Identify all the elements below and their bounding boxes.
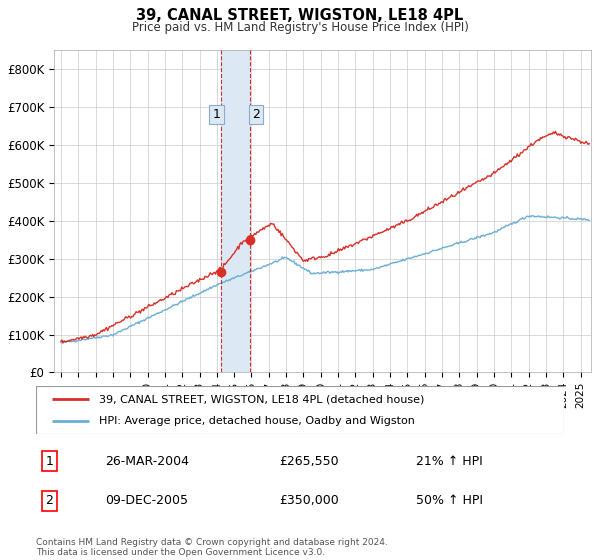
Text: 2: 2 [251,108,260,122]
Text: 39, CANAL STREET, WIGSTON, LE18 4PL: 39, CANAL STREET, WIGSTON, LE18 4PL [136,8,464,24]
Text: HPI: Average price, detached house, Oadby and Wigston: HPI: Average price, detached house, Oadb… [100,416,415,426]
Text: £265,550: £265,550 [279,455,338,468]
Text: £350,000: £350,000 [279,494,338,507]
Bar [221,50,250,372]
Text: 26-MAR-2004: 26-MAR-2004 [104,455,188,468]
Text: 1: 1 [45,455,53,468]
Text: 09-DEC-2005: 09-DEC-2005 [104,494,188,507]
Text: Contains HM Land Registry data © Crown copyright and database right 2024.
This d: Contains HM Land Registry data © Crown c… [36,538,388,557]
FancyBboxPatch shape [36,386,564,434]
Text: 50% ↑ HPI: 50% ↑ HPI [416,494,483,507]
Text: 2: 2 [45,494,53,507]
Text: 21% ↑ HPI: 21% ↑ HPI [416,455,483,468]
Text: 1: 1 [212,108,220,122]
Text: 39, CANAL STREET, WIGSTON, LE18 4PL (detached house): 39, CANAL STREET, WIGSTON, LE18 4PL (det… [100,394,425,404]
Text: Price paid vs. HM Land Registry's House Price Index (HPI): Price paid vs. HM Land Registry's House … [131,21,469,34]
